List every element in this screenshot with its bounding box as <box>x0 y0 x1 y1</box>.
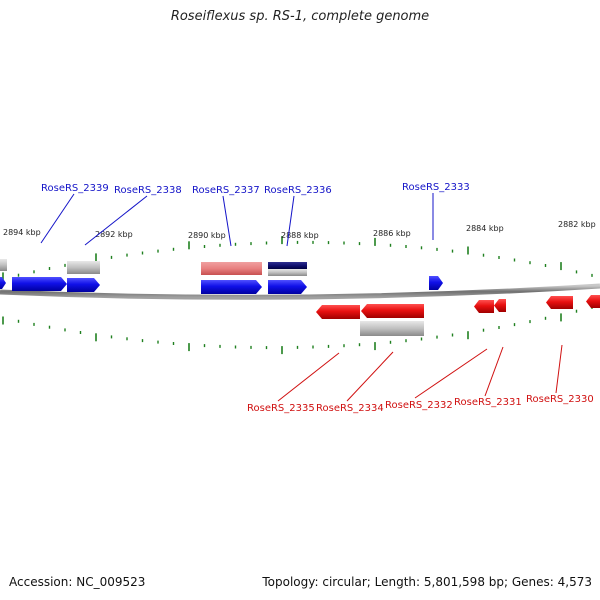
scale-label: 2890 kbp <box>188 231 226 240</box>
page-title: Roseiflexus sp. RS-1, complete genome <box>170 9 430 24</box>
scale-labels: 2894 kbp 2892 kbp 2890 kbp 2888 kbp 2886… <box>3 220 596 240</box>
gene-label-reverse[interactable]: RoseRS_2332 <box>385 400 453 411</box>
gene-feature-grey[interactable] <box>268 269 307 276</box>
reverse-gene-arrow[interactable] <box>494 299 506 312</box>
forward-callouts <box>40 193 434 247</box>
forward-gene-row <box>0 276 443 294</box>
gene-label-reverse[interactable]: RoseRS_2334 <box>316 403 384 414</box>
scale-label: 2882 kbp <box>558 220 596 229</box>
scale-label: 2886 kbp <box>373 229 411 238</box>
reverse-tick-row <box>2 305 593 355</box>
reverse-gene-row <box>316 295 600 336</box>
reverse-gene-arrow[interactable] <box>586 295 600 308</box>
gene-label-forward[interactable]: RoseRS_2339 <box>41 183 109 194</box>
gene-label-forward[interactable]: RoseRS_2336 <box>264 185 332 196</box>
gene-label-reverse[interactable]: RoseRS_2335 <box>247 403 315 414</box>
forward-feature-row <box>0 259 307 276</box>
forward-gene-arrow[interactable] <box>268 280 307 294</box>
reverse-gene-arrow[interactable] <box>474 300 494 313</box>
gene-feature-grey[interactable] <box>67 261 100 274</box>
forward-gene-arrow[interactable] <box>0 277 6 289</box>
gene-label-forward[interactable]: RoseRS_2337 <box>192 185 260 196</box>
chromosome-backbone <box>0 283 600 300</box>
scale-label: 2892 kbp <box>95 230 133 239</box>
reverse-gene-labels: RoseRS_2335 RoseRS_2334 RoseRS_2332 Rose… <box>247 394 594 414</box>
reverse-gene-arrow[interactable] <box>361 304 424 318</box>
accession-text: Accession: NC_009523 <box>9 575 146 589</box>
gene-feature-grey[interactable] <box>360 321 424 336</box>
scale-label: 2888 kbp <box>281 231 319 240</box>
gene-label-forward[interactable]: RoseRS_2338 <box>114 185 182 196</box>
forward-gene-arrow[interactable] <box>429 276 443 290</box>
forward-gene-arrow[interactable] <box>12 277 67 291</box>
gene-label-forward[interactable]: RoseRS_2333 <box>402 182 470 193</box>
scale-label: 2894 kbp <box>3 228 41 237</box>
gene-feature-pseudo[interactable] <box>201 262 262 275</box>
genome-summary-text: Topology: circular; Length: 5,801,598 bp… <box>262 575 592 589</box>
forward-gene-arrow[interactable] <box>201 280 262 294</box>
forward-tick-row <box>2 236 593 281</box>
gene-label-reverse[interactable]: RoseRS_2331 <box>454 397 522 408</box>
reverse-gene-arrow[interactable] <box>316 305 360 319</box>
forward-gene-arrow[interactable] <box>67 278 100 292</box>
scale-label: 2884 kbp <box>466 224 504 233</box>
gene-feature-grey[interactable] <box>0 259 7 271</box>
forward-gene-labels: RoseRS_2339 RoseRS_2338 RoseRS_2337 Rose… <box>41 182 470 196</box>
gene-feature-dark[interactable] <box>268 262 307 269</box>
reverse-gene-arrow[interactable] <box>546 296 573 309</box>
gene-label-reverse[interactable]: RoseRS_2330 <box>526 394 594 405</box>
reverse-callouts <box>277 344 563 402</box>
